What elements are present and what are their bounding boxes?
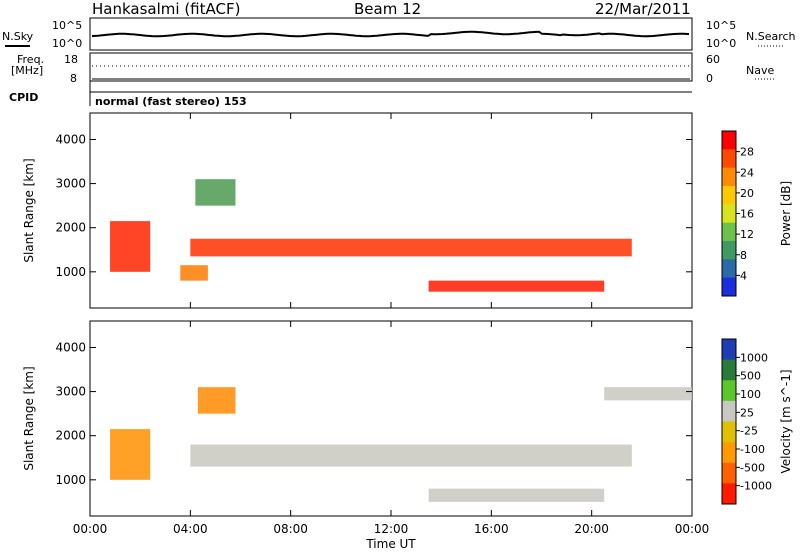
nsky-scale-bottom: 10^0 [52, 37, 83, 50]
velocity-colorbar-tick-label: -100 [740, 443, 765, 456]
power-colorbar-segment [722, 131, 736, 150]
velocity-xtick-label: 12:00 [374, 522, 409, 536]
power-colorbar-segment [722, 277, 736, 297]
power-scatter-region [195, 179, 236, 206]
freq-panel-frame [89, 52, 693, 82]
velocity-scatter-region [428, 488, 605, 502]
power-colorbar-segment [722, 222, 736, 242]
power-scatter-region [190, 238, 632, 257]
nsky-panel-frame [89, 17, 693, 51]
velocity-colorbar-tick-label: 500 [740, 370, 761, 383]
velocity-scatter-region [604, 387, 692, 401]
velocity-colorbar-segment [722, 483, 736, 505]
velocity-ytick-label: 1000 [55, 473, 86, 487]
power-colorbar-segment [722, 186, 736, 205]
power-scatter-region [428, 280, 605, 292]
power-panel: 1000 2000 3000 4000 Slant Range [km] 28 24 20 16… [22, 112, 793, 309]
nsearch-label: N.Search [746, 30, 796, 43]
velocity-ylabel: Slant Range [km] [22, 366, 36, 470]
velocity-xlabel: Time UT [365, 537, 416, 551]
power-ytick-label: 4000 [55, 132, 86, 146]
power-ytick-label: 2000 [55, 221, 86, 235]
cpid-value: normal (fast stereo) 153 [95, 95, 247, 108]
velocity-colorbar-segment [722, 442, 736, 464]
velocity-colorbar-segment [722, 359, 736, 381]
power-colorbar-segment [722, 204, 736, 224]
power-scatter-region [180, 265, 208, 281]
freq-unit-label: [MHz] [11, 64, 44, 77]
nave-bottom: 0 [706, 72, 713, 85]
freq-label: Freq. [17, 53, 45, 66]
nsearch-scale-bottom: 10^0 [706, 37, 737, 50]
date-title: 22/Mar/2011 [595, 0, 691, 18]
velocity-colorbar-tick-label: -500 [740, 461, 765, 474]
velocity-colorbar-segment [722, 462, 736, 484]
nsearch-scale-top: 10^5 [706, 19, 737, 32]
velocity-colorbar-segment [722, 400, 736, 422]
power-colorbar-tick-label: 12 [740, 228, 754, 241]
power-colorbar-tick-label: 8 [740, 249, 747, 262]
nsky-label: N.Sky [2, 30, 34, 43]
velocity-xtick-label: 20:00 [574, 522, 609, 536]
velocity-panel: 1000 2000 3000 4000 Slant Range [km] 1000 500 1… [22, 320, 793, 551]
velocity-xtick-label: 00:00 [73, 522, 108, 536]
power-colorbar-tick-label: 4 [740, 269, 747, 282]
velocity-colorbar-tick-label: -1000 [740, 480, 772, 493]
velocity-ytick-label: 2000 [55, 429, 86, 443]
velocity-xtick-label: 16:00 [474, 522, 509, 536]
power-ylabel: Slant Range [km] [22, 158, 36, 262]
velocity-frame [89, 320, 693, 517]
nsky-scale-top: 10^5 [52, 19, 83, 32]
power-scatter-region [110, 221, 151, 272]
velocity-colorbar-label: Velocity [m s^-1] [779, 369, 793, 473]
freq-bottom: 8 [70, 72, 77, 85]
velocity-ytick-label: 4000 [55, 340, 86, 354]
velocity-colorbar-tick-label: 1000 [740, 351, 768, 364]
velocity-ytick-label: 3000 [55, 385, 86, 399]
cpid-label: CPID [9, 91, 39, 104]
velocity-colorbar-frame [721, 338, 737, 505]
velocity-colorbar-tick-label: 100 [740, 388, 761, 401]
nsky-trace [91, 30, 690, 38]
velocity-colorbar-tick-label: -25 [740, 425, 758, 438]
nave-top: 60 [706, 53, 720, 66]
velocity-scatter-region [190, 444, 632, 467]
power-colorbar-segment [722, 149, 736, 169]
power-colorbar-tick-label: 28 [740, 146, 754, 159]
nave-label: Nave [746, 64, 775, 77]
power-colorbar-label: Power [dB] [779, 181, 793, 246]
velocity-xtick-label: 08:00 [273, 522, 308, 536]
velocity-colorbar-segment [722, 421, 736, 443]
freq-top: 18 [64, 53, 78, 66]
power-colorbar-tick-label: 16 [740, 208, 754, 221]
velocity-colorbar-segment [722, 339, 736, 361]
power-ytick-label: 3000 [55, 177, 86, 191]
velocity-scatter-region [197, 387, 236, 414]
power-ytick-label: 1000 [55, 265, 86, 279]
beam-title: Beam 12 [354, 0, 422, 18]
power-colorbar-segment [722, 167, 736, 187]
velocity-colorbar-segment [722, 380, 736, 402]
power-colorbar-segment [722, 241, 736, 260]
power-colorbar-segment [722, 259, 736, 279]
velocity-xtick-label: 00:00 [675, 522, 710, 536]
velocity-scatter-region [110, 429, 151, 480]
velocity-colorbar-tick-label: 25 [740, 406, 754, 419]
station-title: Hankasalmi (fitACF) [92, 0, 241, 18]
power-colorbar-tick-label: 20 [740, 187, 754, 200]
power-colorbar-tick-label: 24 [740, 166, 754, 179]
velocity-xtick-label: 04:00 [173, 522, 208, 536]
